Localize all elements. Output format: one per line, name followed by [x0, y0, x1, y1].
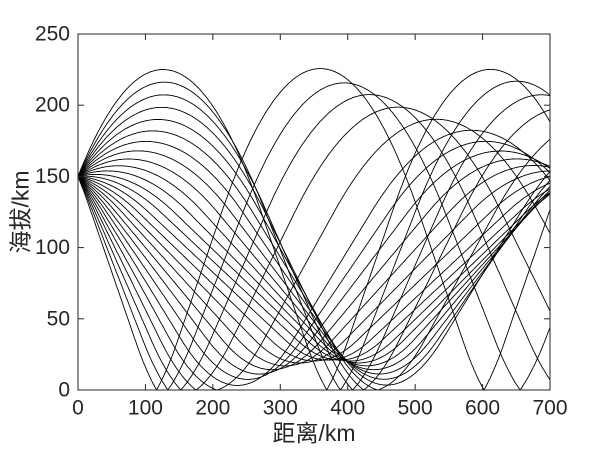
y-tick-label: 150	[35, 165, 70, 188]
x-tick-label: 200	[195, 396, 230, 419]
x-tick-label: 400	[330, 396, 365, 419]
ray-path--46deg	[78, 82, 550, 390]
x-tick-label: 700	[532, 396, 567, 419]
plot-box	[77, 33, 551, 391]
y-tick-label: 200	[35, 94, 70, 117]
y-tick-label: 100	[35, 236, 70, 259]
ray-path-22deg	[78, 150, 550, 375]
x-tick-label: 500	[398, 396, 433, 419]
y-tick-label: 50	[47, 307, 70, 330]
ray-path-38deg	[78, 106, 550, 390]
ray-path-2deg	[78, 175, 550, 361]
ray-path-14deg	[78, 165, 550, 367]
x-tick-label: 100	[128, 396, 163, 419]
ray-path--14deg	[78, 165, 550, 367]
ray-path-50deg	[78, 68, 550, 390]
x-tick-label: 0	[72, 396, 84, 419]
y-axis-label: 海拔/km	[7, 170, 34, 254]
x-axis-label: 距离/km	[272, 420, 356, 446]
ray-path--50deg	[78, 68, 550, 390]
x-tick-label: 300	[263, 396, 298, 419]
ray-path--6deg	[78, 175, 550, 362]
ray-path--2deg	[78, 175, 550, 361]
ray-path--34deg	[78, 118, 550, 390]
ray-path--18deg	[78, 158, 550, 371]
y-tick-label: 250	[35, 23, 70, 46]
x-tick-label: 600	[465, 396, 500, 419]
ray-family	[78, 68, 550, 390]
y-tick-label: 0	[58, 379, 70, 402]
ray-path-46deg	[78, 80, 550, 390]
ray-path-18deg	[78, 158, 550, 371]
ray-path--42deg	[78, 94, 550, 390]
ray-path-6deg	[78, 173, 550, 362]
ray-path-42deg	[78, 94, 550, 390]
ray-path--38deg	[78, 106, 550, 390]
ray-path-10deg	[78, 170, 550, 364]
ray-path--30deg	[78, 129, 550, 386]
ray-path-34deg	[78, 119, 550, 390]
ray-path-26deg	[78, 140, 550, 380]
